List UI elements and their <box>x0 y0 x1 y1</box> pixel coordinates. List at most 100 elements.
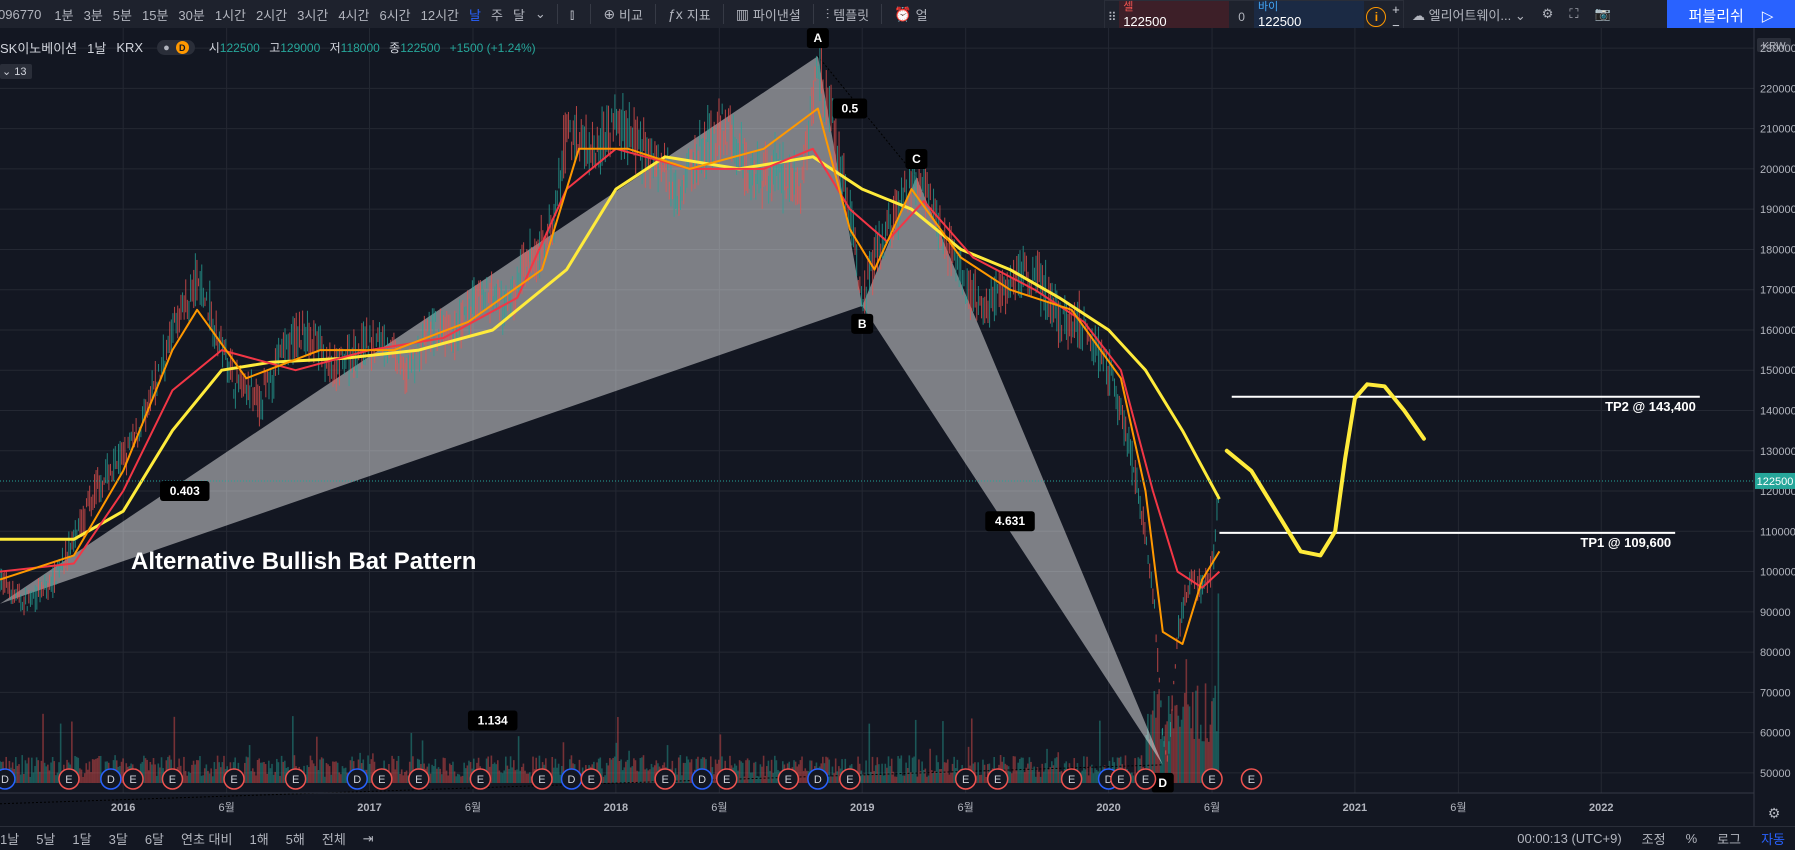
marker-circle[interactable] <box>954 768 977 790</box>
compare-button[interactable]: ⊕ 비교 <box>597 5 649 24</box>
interval-6[interactable]: 2시간 <box>256 7 288 23</box>
marker-circle[interactable] <box>654 768 676 790</box>
scale-settings-gear-icon[interactable]: ⚙ <box>1768 806 1781 822</box>
marker-circle[interactable] <box>531 768 553 790</box>
price-chart[interactable]: TP2 @ 143,400 TP1 @ 109,600 A B C D 0.5 0.403 4… <box>0 28 1795 826</box>
marker-e-icon[interactable]: E <box>846 774 853 786</box>
indicators-button[interactable]: ƒx 지표 <box>662 5 717 24</box>
range-8[interactable]: 전체 <box>321 832 346 847</box>
interval-13[interactable]: 달 <box>512 7 525 23</box>
info-button[interactable]: i <box>1364 1 1389 33</box>
publish-button[interactable]: 퍼블리쉬 ▷ <box>1667 0 1795 31</box>
interval-0[interactable]: 1분 <box>54 7 74 23</box>
marker-e-icon[interactable]: E <box>962 774 969 786</box>
auto-toggle[interactable]: 자동 <box>1761 832 1785 847</box>
marker-e-icon[interactable]: E <box>588 774 595 786</box>
range-0[interactable]: 1날 <box>0 832 20 847</box>
quantity-stepper[interactable]: + − <box>1389 1 1403 33</box>
buy-button[interactable]: 바이 122500 <box>1254 1 1364 33</box>
marker-e-icon[interactable]: E <box>994 774 1001 786</box>
marker-circle[interactable] <box>469 768 492 790</box>
marker-e-icon[interactable]: E <box>1117 774 1124 786</box>
marker-circle[interactable] <box>122 768 144 790</box>
symbol-name[interactable]: SK이노베이션 <box>0 41 78 56</box>
alert-button[interactable]: ⏰ 얼 <box>888 5 933 24</box>
marker-circle[interactable] <box>1201 768 1223 790</box>
marker-e-icon[interactable]: E <box>129 774 136 786</box>
fullscreen-button[interactable]: ⛶ <box>1561 6 1586 22</box>
marker-e-icon[interactable]: E <box>1142 774 1149 786</box>
interval-4[interactable]: 30분 <box>178 7 205 23</box>
marker-circle[interactable] <box>1240 768 1263 790</box>
marker-circle[interactable] <box>1060 768 1083 790</box>
interval-11[interactable]: 날 <box>469 7 481 23</box>
marker-e-icon[interactable]: E <box>378 774 385 786</box>
marker-e-icon[interactable]: E <box>1248 774 1255 786</box>
marker-circle[interactable] <box>408 768 430 790</box>
log-toggle[interactable]: 로그 <box>1717 832 1742 847</box>
marker-circle[interactable] <box>1134 768 1157 790</box>
interval-9[interactable]: 6시간 <box>379 7 411 23</box>
interval-2[interactable]: 5분 <box>112 7 132 23</box>
marker-e-icon[interactable]: E <box>1208 774 1215 786</box>
interval-7[interactable]: 3시간 <box>297 7 329 23</box>
range-3[interactable]: 3달 <box>108 832 128 847</box>
marker-circle[interactable] <box>986 768 1009 790</box>
marker-e-icon[interactable]: E <box>661 774 668 786</box>
interval-3[interactable]: 15분 <box>142 7 169 23</box>
range-4[interactable]: 6달 <box>144 832 165 847</box>
marker-d-icon[interactable]: D <box>1105 774 1113 786</box>
marker-d-icon[interactable]: D <box>698 774 706 786</box>
snapshot-button[interactable]: 📷 <box>1587 6 1619 22</box>
range-6[interactable]: 1해 <box>249 832 269 847</box>
settings-button[interactable]: ⚙ <box>1534 6 1562 22</box>
financials-button[interactable]: ▥ 파이낸셜 <box>730 5 807 24</box>
marker-d-icon[interactable]: D <box>353 774 361 786</box>
price-axis[interactable]: KRW 50000 60000 70000 80000 90000 100000 110000… <box>1753 28 1795 826</box>
marker-e-icon[interactable]: E <box>292 774 299 786</box>
marker-e-icon[interactable]: E <box>477 774 484 786</box>
marker-e-icon[interactable]: E <box>65 774 72 786</box>
interval-8[interactable]: 4시간 <box>338 7 370 23</box>
minus-icon[interactable]: − <box>1392 17 1400 33</box>
range-2[interactable]: 1달 <box>72 832 92 847</box>
marker-d-icon[interactable]: D <box>568 774 576 786</box>
range-5[interactable]: 연초 대비 <box>181 832 233 847</box>
marker-circle[interactable] <box>715 768 738 790</box>
marker-circle[interactable] <box>839 768 861 790</box>
templates-button[interactable]: ⫶ 템플릿 <box>820 5 875 24</box>
marker-e-icon[interactable]: E <box>723 774 730 786</box>
adjust-toggle[interactable]: 조정 <box>1641 832 1666 847</box>
goto-date-button[interactable]: ⇥ <box>354 831 382 847</box>
marker-e-icon[interactable]: E <box>1068 774 1075 786</box>
marker-e-icon[interactable]: E <box>538 774 545 786</box>
marker-e-icon[interactable]: E <box>169 774 176 786</box>
range-1[interactable]: 5날 <box>36 832 56 847</box>
interval-10[interactable]: 12시간 <box>420 7 460 23</box>
marker-circle[interactable] <box>161 768 184 790</box>
interval-5[interactable]: 1시간 <box>214 7 246 23</box>
marker-e-icon[interactable]: E <box>785 774 792 786</box>
symbol-search[interactable]: 096770 <box>0 6 42 22</box>
marker-e-icon[interactable]: E <box>415 774 422 786</box>
plus-icon[interactable]: + <box>1392 1 1400 17</box>
marker-e-icon[interactable]: E <box>230 774 237 786</box>
percent-toggle[interactable]: % <box>1685 831 1698 846</box>
marker-circle[interactable] <box>346 768 368 790</box>
marker-circle[interactable] <box>580 768 602 790</box>
layout-button[interactable]: ☁ 엘리어트웨이... ⌄ <box>1404 5 1534 24</box>
marker-circle[interactable] <box>777 768 800 790</box>
drag-handle-icon[interactable]: ⠿ <box>1107 10 1117 24</box>
interval-1[interactable]: 3분 <box>83 7 103 23</box>
marker-d-icon[interactable]: D <box>107 774 115 786</box>
marker-circle[interactable] <box>0 768 16 790</box>
marker-circle[interactable] <box>807 768 829 790</box>
marker-circle[interactable] <box>223 768 245 790</box>
marker-circle[interactable] <box>100 768 122 790</box>
publish-dropdown-icon[interactable]: ▷ <box>1761 7 1774 25</box>
sell-button[interactable]: 셀 122500 <box>1119 1 1230 33</box>
indicators-toggle[interactable]: ⌄ 13 <box>0 64 32 79</box>
interval-12[interactable]: 주 <box>490 7 503 23</box>
marker-circle[interactable] <box>58 768 80 790</box>
marker-d-icon[interactable]: D <box>1 774 9 786</box>
